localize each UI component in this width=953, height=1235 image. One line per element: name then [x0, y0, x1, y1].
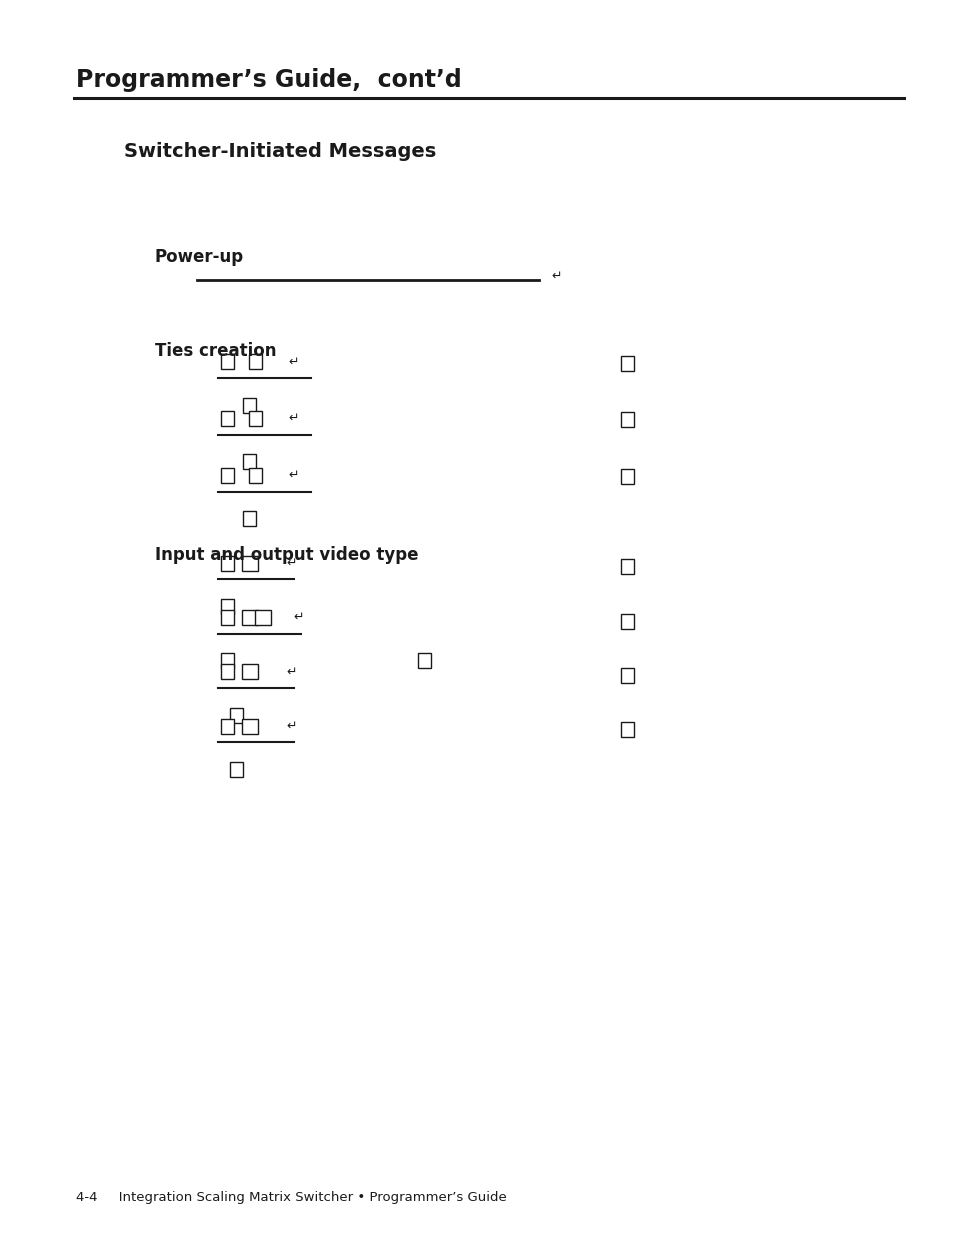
Bar — [242, 664, 257, 679]
Bar — [620, 668, 634, 683]
Bar — [220, 719, 233, 734]
Bar — [242, 719, 257, 734]
Bar — [243, 398, 256, 412]
Text: ↵: ↵ — [288, 469, 298, 482]
Text: Ties creation: Ties creation — [154, 342, 275, 359]
Bar — [620, 412, 634, 427]
Bar — [249, 468, 262, 483]
Text: ↵: ↵ — [288, 356, 298, 368]
Bar — [249, 354, 262, 369]
Bar — [255, 610, 271, 625]
Bar — [220, 610, 233, 625]
Bar — [620, 469, 634, 484]
Bar — [220, 354, 233, 369]
Bar — [620, 559, 634, 574]
Bar — [230, 762, 243, 777]
Text: ↵: ↵ — [551, 270, 561, 283]
Text: ↵: ↵ — [286, 720, 296, 732]
Text: Switcher-Initiated Messages: Switcher-Initiated Messages — [124, 142, 436, 162]
Text: ↵: ↵ — [294, 611, 304, 624]
Bar — [249, 411, 262, 426]
Bar — [230, 708, 243, 722]
Bar — [620, 614, 634, 629]
Bar — [220, 653, 233, 668]
Bar — [243, 454, 256, 469]
Bar — [243, 511, 256, 526]
Text: Input and output video type: Input and output video type — [154, 546, 417, 563]
Bar — [242, 610, 257, 625]
Bar — [220, 468, 233, 483]
Bar — [417, 653, 431, 668]
Text: Programmer’s Guide,  cont’d: Programmer’s Guide, cont’d — [76, 68, 461, 93]
Text: ↵: ↵ — [288, 412, 298, 425]
Bar — [220, 411, 233, 426]
Text: ↵: ↵ — [286, 666, 296, 678]
Bar — [242, 556, 257, 571]
Bar — [620, 356, 634, 370]
Text: ↵: ↵ — [286, 557, 296, 569]
Text: Power-up: Power-up — [154, 248, 243, 266]
Text: 4-4     Integration Scaling Matrix Switcher • Programmer’s Guide: 4-4 Integration Scaling Matrix Switcher … — [76, 1192, 507, 1204]
Bar — [220, 664, 233, 679]
Bar — [220, 556, 233, 571]
Bar — [220, 599, 233, 614]
Bar — [620, 722, 634, 737]
